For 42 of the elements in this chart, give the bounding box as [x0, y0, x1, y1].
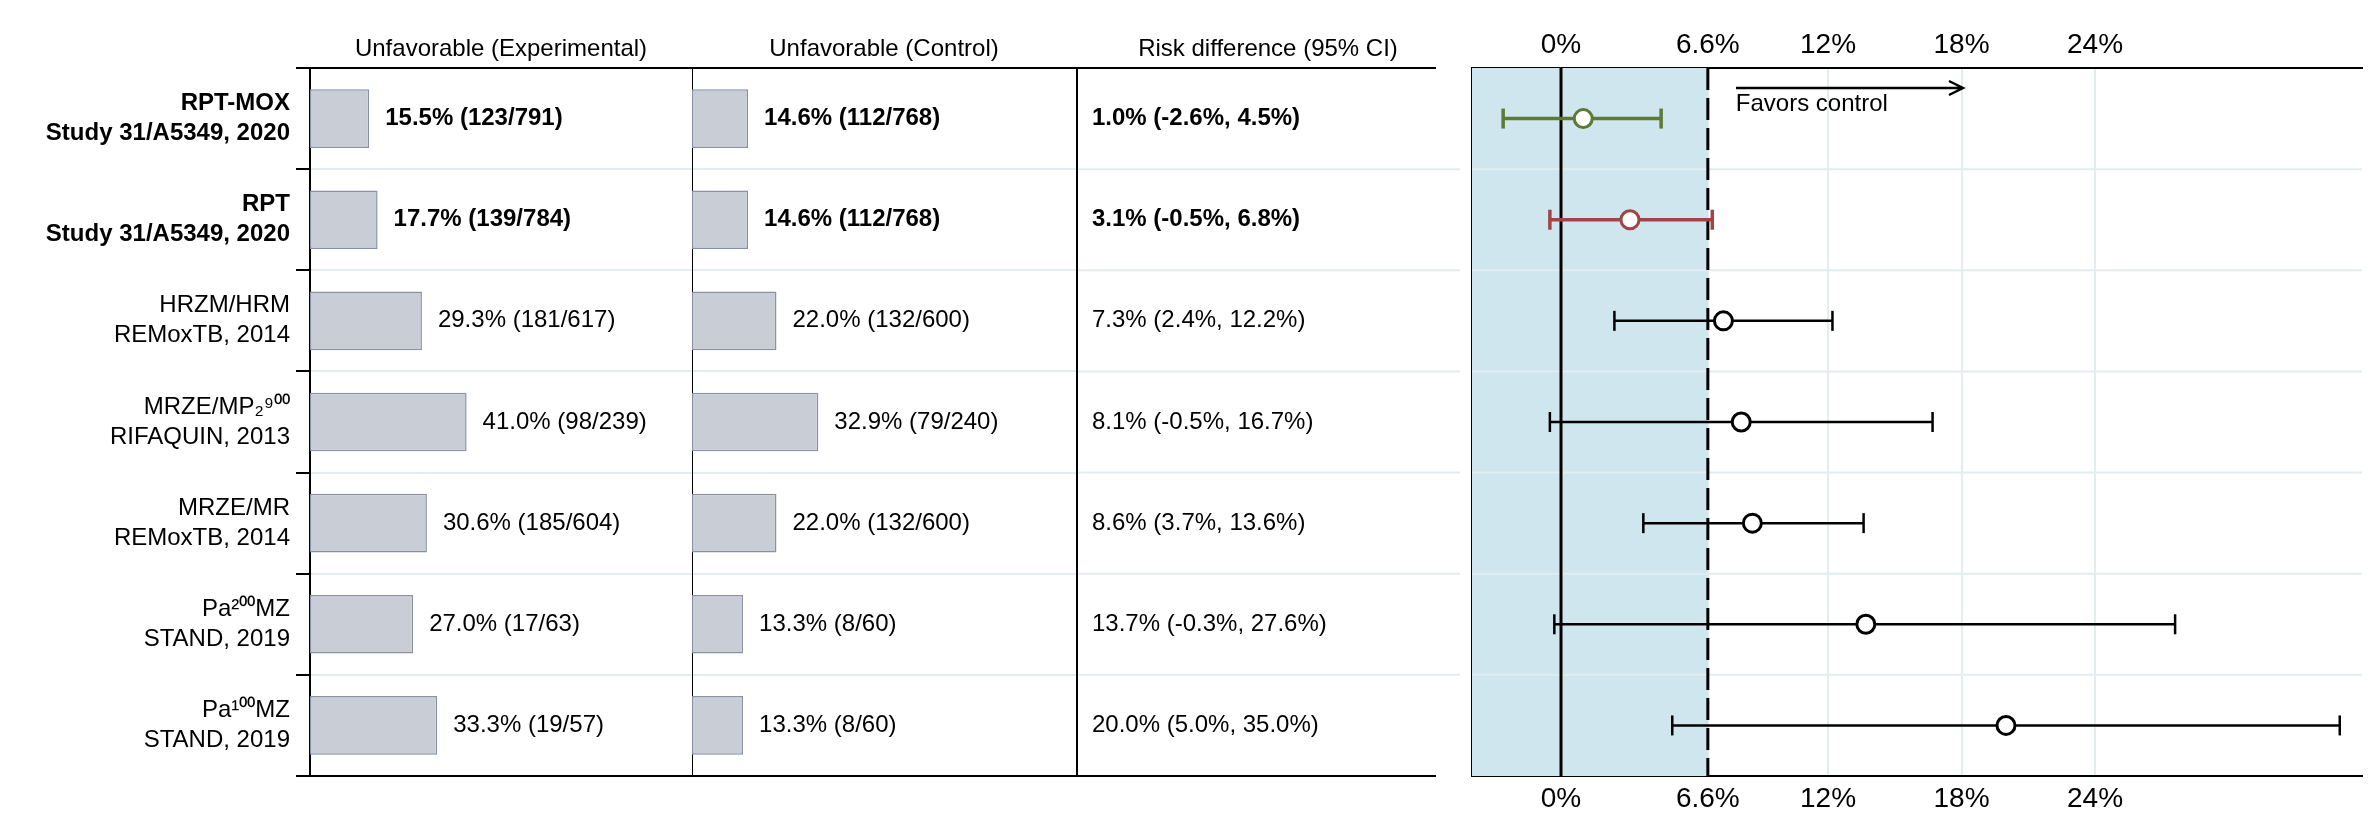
text: 1.0% (-2.6%, 4.5%) [1092, 103, 1301, 131]
data-label: 14.6% (112/768) [764, 204, 941, 232]
x-tick-label: 12% [1799, 27, 1857, 59]
data-label: 15.5% (123/791) [385, 103, 563, 131]
x2-tick-label: 0% [1540, 781, 1582, 813]
text: 20.0% (5.0%, 35.0%) [1092, 710, 1319, 738]
data-label: 13.3% (8/60) [759, 710, 897, 738]
data-label: 30.6% (185/604) [442, 507, 621, 535]
text: 3.1% (-0.5%, 6.8%) [1092, 204, 1301, 232]
y-tick-label: RPT Study 31/A5349, 2020 [45, 189, 291, 247]
x-tick-label: 6.6% [1675, 27, 1740, 59]
data-label: 33.3% (19/57) [453, 710, 604, 738]
x2-tick-label: 6.6% [1675, 781, 1740, 813]
y-tick-label: MRZE/MP₂⁹⁰⁰ RIFAQUIN, 2013 [109, 391, 290, 449]
x2-tick-label: 12% [1799, 781, 1857, 813]
chart-title: Unfavorable (Control) [769, 34, 999, 61]
x-tick-label: 0% [1540, 27, 1582, 59]
data-label: 17.7% (139/784) [393, 204, 572, 232]
data-label: 41.0% (98/239) [482, 406, 647, 434]
y-tick-label: Pa¹⁰⁰MZ STAND, 2019 [143, 695, 290, 753]
text: 8.6% (3.7%, 13.6%) [1092, 507, 1306, 535]
data-label: 29.3% (181/617) [437, 305, 616, 333]
text: 7.3% (2.4%, 12.2%) [1092, 305, 1306, 333]
y-tick-label: Pa²⁰⁰MZ STAND, 2019 [143, 593, 290, 651]
data-label: 14.6% (112/768) [764, 103, 941, 131]
text: Risk difference (95% CI) [1138, 34, 1398, 61]
x-tick-label: 18% [1933, 27, 1990, 59]
data-label: 32.9% (79/240) [834, 406, 999, 434]
data-label: 22.0% (132/600) [792, 305, 970, 333]
data-label: 22.0% (132/600) [792, 507, 970, 535]
text: 8.1% (-0.5%, 16.7%) [1092, 406, 1314, 434]
x2-tick-label: 24% [2066, 781, 2124, 813]
chart-title: Unfavorable (Experimental) [354, 34, 648, 61]
y-tick-label: RPT-MOX Study 31/A5349, 2020 [45, 88, 290, 146]
y-tick-label: MRZE/MR REMoxTB, 2014 [113, 492, 290, 550]
x-tick-label: 24% [2066, 27, 2124, 59]
data-label: 13.3% (8/60) [759, 608, 897, 636]
text: 13.7% (-0.3%, 27.6%) [1092, 608, 1327, 636]
y-tick-label: HRZM/HRM REMoxTB, 2014 [113, 290, 290, 348]
data-label: 27.0% (17/63) [429, 608, 580, 636]
annotation: Favors control [1735, 88, 1888, 116]
x2-tick-label: 18% [1933, 781, 1990, 813]
